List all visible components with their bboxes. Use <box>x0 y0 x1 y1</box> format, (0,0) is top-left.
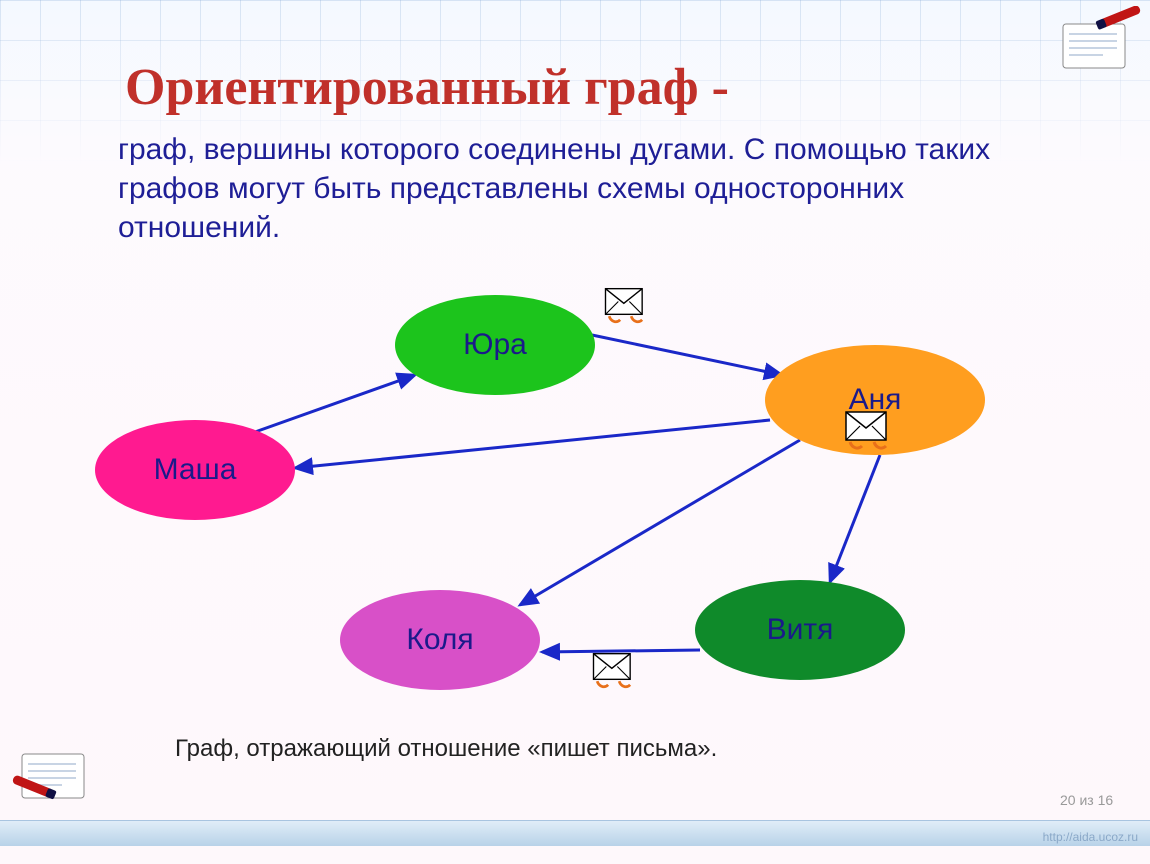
envelope-icon <box>600 285 655 330</box>
slide-description: граф, вершины которого соединены дугами.… <box>118 130 998 247</box>
graph-edge <box>255 375 415 432</box>
graph-node-kolya: Коля <box>340 590 540 690</box>
page-indicator: 20 из 16 <box>1060 792 1113 808</box>
footer-url: http://aida.ucoz.ru <box>1043 830 1138 844</box>
graph-edge <box>520 440 800 605</box>
slide-title: Ориентированный граф - <box>125 58 729 117</box>
graph-node-masha: Маша <box>95 420 295 520</box>
footer-bar: http://aida.ucoz.ru <box>0 820 1150 846</box>
envelope-icon <box>840 408 900 458</box>
graph-edge <box>830 455 880 582</box>
decorative-corner-top-right <box>1055 6 1145 76</box>
graph-node-vitya: Витя <box>695 580 905 680</box>
decorative-corner-bottom-left <box>10 740 100 810</box>
graph-node-yura: Юра <box>395 295 595 395</box>
envelope-icon <box>588 650 643 695</box>
graph-edge <box>592 335 782 375</box>
graph-caption: Граф, отражающий отношение «пишет письма… <box>175 735 717 763</box>
graph-edge <box>295 420 770 468</box>
